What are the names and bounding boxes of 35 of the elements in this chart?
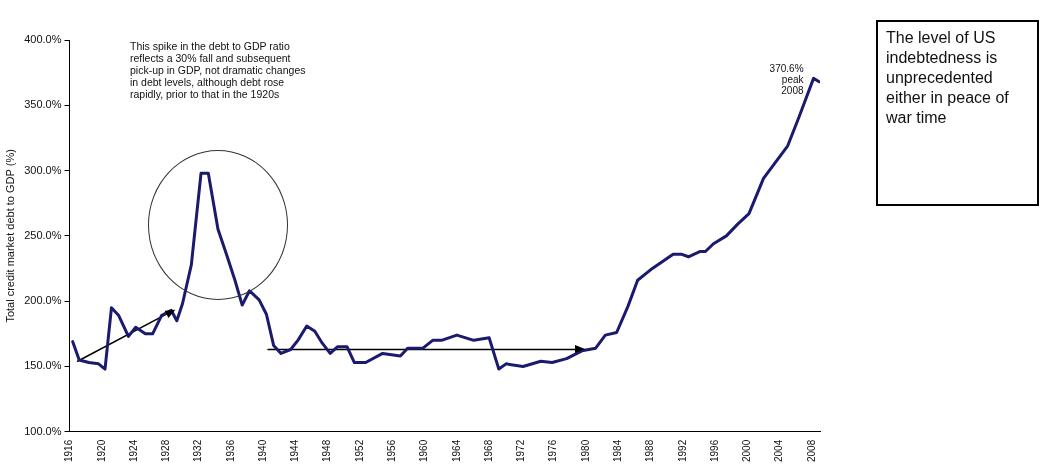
y-tick-label: 350.0% bbox=[24, 98, 62, 111]
x-tick-label: 1988 bbox=[644, 439, 656, 462]
y-tick-label: 150.0% bbox=[24, 359, 62, 372]
x-tick-label: 1920 bbox=[95, 439, 107, 462]
x-tick-label: 1996 bbox=[708, 439, 720, 462]
x-tick-label: 1936 bbox=[224, 439, 236, 462]
y-tick-label: 250.0% bbox=[24, 228, 62, 241]
x-tick-label: 1984 bbox=[612, 439, 623, 462]
x-tick-label: 1932 bbox=[192, 439, 204, 462]
x-tick-label: 2000 bbox=[741, 439, 753, 462]
y-tick-label: 100.0% bbox=[24, 424, 62, 437]
y-axis-title: Total credit market debt to GDP (%) bbox=[3, 149, 16, 323]
x-tick-label: 1952 bbox=[353, 439, 365, 462]
x-tick-label: 1968 bbox=[482, 439, 494, 462]
x-tick-label: 1928 bbox=[160, 439, 172, 462]
y-tick-label: 300.0% bbox=[24, 163, 62, 176]
x-tick-label: 1944 bbox=[289, 439, 301, 462]
text: The level of US indebtedness is unprecedented either in peace of war time bbox=[876, 20, 1039, 206]
x-tick-label: 1916 bbox=[63, 439, 75, 462]
y-tick-label: 200.0% bbox=[24, 294, 62, 307]
x-tick-label: 1972 bbox=[515, 439, 527, 462]
x-tick-label: 1924 bbox=[127, 439, 139, 462]
x-tick-label: 2008 bbox=[805, 439, 817, 462]
x-tick-label: 1980 bbox=[579, 439, 591, 462]
y-tick-label: 400.0% bbox=[24, 33, 62, 46]
annotation: This spike in the debt to GDP ratio reflects a 30% fall and subsequent pick-up in GDP, not dramatic changes in debt levels, although debt rose rapidly, prior to that in the 1920s bbox=[130, 40, 307, 100]
x-tick-label: 1940 bbox=[256, 439, 268, 462]
x-tick-label: 1992 bbox=[676, 439, 688, 462]
x-tick-label: 2004 bbox=[773, 439, 785, 462]
x-tick-label: 1956 bbox=[386, 439, 398, 462]
x-tick-label: 1960 bbox=[418, 439, 430, 462]
x-tick-label: 1976 bbox=[547, 439, 559, 462]
x-tick-label: 1964 bbox=[450, 439, 462, 462]
annotation: 370.6% peak 2008 bbox=[769, 63, 805, 97]
x-tick-label: 1948 bbox=[321, 439, 333, 462]
